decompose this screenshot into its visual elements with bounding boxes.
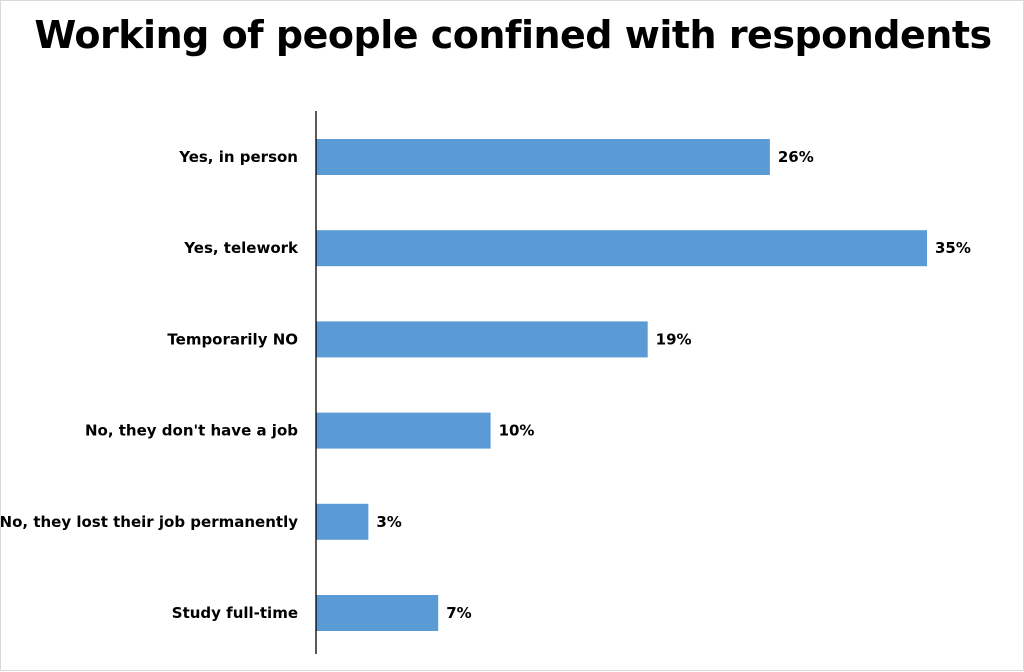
value-label-1: 35%	[935, 239, 971, 257]
category-label-3: No, they don't have a job	[85, 422, 298, 440]
value-label-3: 10%	[499, 422, 535, 440]
category-label-5: Study full-time	[172, 604, 298, 622]
bar-1	[316, 230, 927, 267]
bar-2	[316, 321, 648, 358]
bars-group: Yes, in person 26% Yes, telework 35% Tempora…	[1, 139, 971, 631]
value-label-4: 3%	[376, 513, 401, 531]
bar-5	[316, 595, 439, 631]
bar-4	[316, 503, 369, 540]
value-label-0: 26%	[778, 148, 814, 166]
category-label-0: Yes, in person	[178, 148, 298, 166]
category-label-4: No, they lost their job permanently	[1, 513, 298, 531]
category-label-2: Temporarily NO	[167, 330, 298, 348]
chart-title: Working of people confined with responde…	[34, 13, 992, 57]
value-label-5: 7%	[446, 604, 471, 622]
category-label-1: Yes, telework	[183, 239, 299, 257]
value-label-2: 19%	[656, 330, 692, 348]
bar-0	[316, 139, 770, 175]
bar-3	[316, 412, 491, 449]
